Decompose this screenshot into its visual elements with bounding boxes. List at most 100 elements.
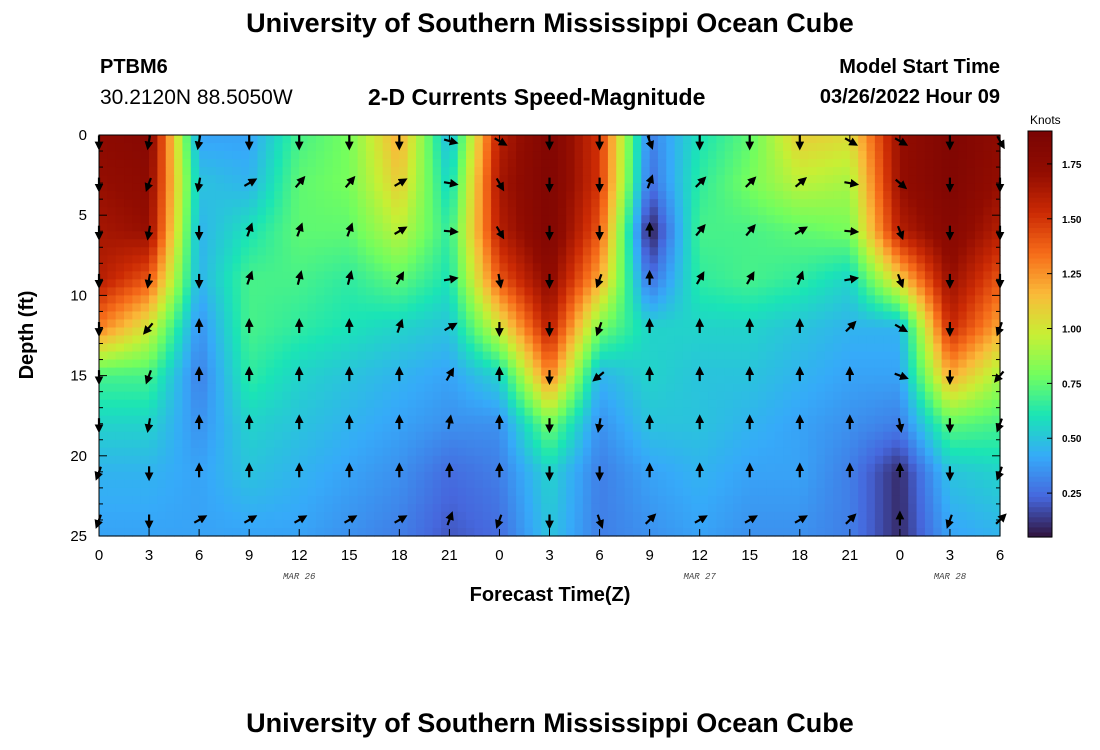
heatmap-cell	[382, 135, 392, 144]
heatmap-cell	[232, 183, 242, 192]
heatmap-cell	[983, 255, 993, 264]
heatmap-cell	[132, 423, 142, 433]
heatmap-cell	[416, 463, 425, 473]
heatmap-cell	[449, 455, 459, 465]
heatmap-cell	[758, 335, 767, 345]
heatmap-cell	[315, 271, 325, 280]
heatmap-cell	[240, 239, 250, 248]
heatmap-cell	[874, 327, 884, 337]
heatmap-cell	[282, 391, 292, 401]
heatmap-cell	[232, 303, 242, 313]
heatmap-cell	[682, 439, 692, 449]
heatmap-cell	[107, 407, 117, 417]
heatmap-cell	[466, 295, 476, 305]
heatmap-cell	[207, 455, 217, 465]
heatmap-cell	[708, 455, 717, 465]
heatmap-cell	[974, 375, 984, 385]
heatmap-cell	[849, 167, 859, 176]
heatmap-cell	[249, 311, 259, 321]
heatmap-cell	[249, 247, 259, 256]
heatmap-cell	[507, 367, 517, 377]
heatmap-cell	[833, 215, 843, 224]
heatmap-cell	[257, 263, 267, 272]
heatmap-cell	[149, 159, 158, 168]
heatmap-cell	[449, 447, 459, 457]
heatmap-cell	[716, 223, 726, 232]
heatmap-cell	[207, 239, 217, 248]
heatmap-cell	[524, 431, 534, 441]
heatmap-cell	[883, 327, 893, 337]
heatmap-cell	[382, 319, 392, 329]
heatmap-cell	[758, 495, 767, 505]
heatmap-cell	[207, 319, 217, 329]
heatmap-cell	[874, 231, 884, 240]
heatmap-cell	[115, 503, 125, 513]
heatmap-cell	[791, 287, 801, 296]
heatmap-cell	[649, 295, 659, 305]
heatmap-cell	[332, 239, 342, 248]
heatmap-cell	[132, 151, 142, 160]
heatmap-cell	[983, 343, 993, 353]
heatmap-cell	[916, 311, 926, 321]
heatmap-cell	[966, 263, 976, 272]
heatmap-cell	[224, 231, 234, 240]
heatmap-cell	[941, 247, 951, 256]
heatmap-cell	[607, 447, 617, 457]
heatmap-cell	[691, 175, 701, 184]
heatmap-cell	[407, 151, 417, 160]
heatmap-cell	[758, 167, 767, 176]
heatmap-cell	[849, 351, 859, 361]
heatmap-cell	[549, 255, 559, 264]
heatmap-cell	[649, 135, 659, 144]
heatmap-cell	[574, 431, 584, 441]
heatmap-cell	[224, 383, 234, 393]
heatmap-cell	[499, 303, 509, 313]
heatmap-cell	[833, 199, 843, 208]
heatmap-cell	[607, 423, 617, 433]
heatmap-cell	[365, 463, 375, 473]
heatmap-cell	[799, 247, 809, 256]
heatmap-cell	[607, 311, 617, 321]
heatmap-cell	[791, 239, 801, 248]
heatmap-cell	[482, 239, 492, 248]
heatmap-cell	[282, 271, 292, 280]
heatmap-cell	[99, 431, 108, 441]
heatmap-cell	[157, 391, 167, 401]
heatmap-cell	[682, 271, 692, 280]
heatmap-cell	[224, 279, 234, 288]
heatmap-cell	[324, 279, 334, 288]
heatmap-cell	[849, 207, 859, 216]
heatmap-cell	[332, 327, 342, 337]
heatmap-cell	[424, 223, 434, 232]
heatmap-cell	[624, 479, 634, 489]
heatmap-cell	[165, 263, 175, 272]
heatmap-cell	[399, 343, 409, 353]
heatmap-cell	[749, 487, 759, 497]
heatmap-cell	[899, 487, 909, 497]
heatmap-cell	[466, 343, 476, 353]
heatmap-cell	[708, 343, 717, 353]
heatmap-cell	[983, 415, 993, 425]
heatmap-cell	[566, 223, 576, 232]
heatmap-cell	[140, 239, 150, 248]
heatmap-cell	[140, 383, 150, 393]
heatmap-cell	[449, 159, 459, 168]
heatmap-cell	[466, 151, 476, 160]
heatmap-cell	[749, 399, 759, 409]
heatmap-cell	[365, 455, 375, 465]
heatmap-cell	[649, 383, 659, 393]
heatmap-cell	[457, 479, 467, 489]
heatmap-cell	[816, 367, 826, 377]
heatmap-cell	[758, 407, 767, 417]
heatmap-cell	[791, 183, 801, 192]
heatmap-cell	[833, 391, 843, 401]
heatmap-cell	[599, 231, 609, 240]
heatmap-cell	[874, 471, 884, 481]
heatmap-cell	[357, 359, 367, 369]
heatmap-cell	[557, 239, 567, 248]
heatmap-cell	[315, 183, 325, 192]
heatmap-cell	[115, 239, 125, 248]
heatmap-cell	[365, 391, 375, 401]
heatmap-cell	[599, 479, 609, 489]
heatmap-cell	[824, 199, 834, 208]
